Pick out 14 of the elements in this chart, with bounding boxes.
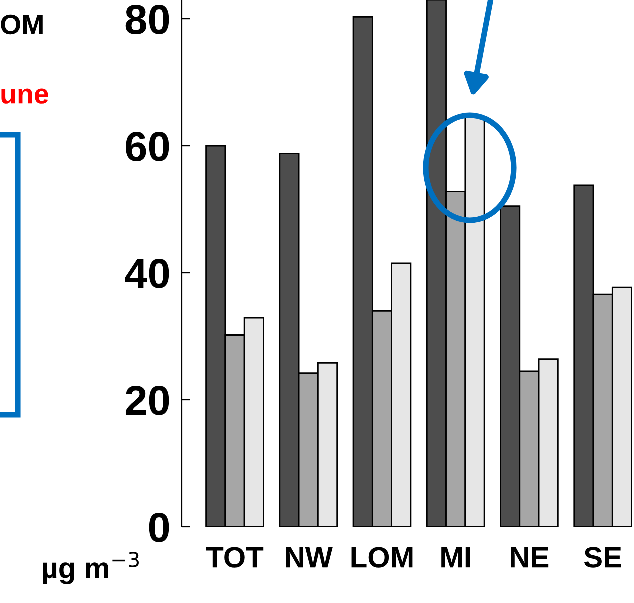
x-tick-label: SE	[584, 547, 622, 568]
x-tick-label: NW	[286, 548, 333, 568]
x-tick-label: LOM	[352, 547, 413, 568]
y-tick-label: 0	[149, 513, 170, 543]
y-tick-label: 40	[125, 259, 170, 289]
x-tick-label: TOT	[206, 547, 264, 568]
y-tick-label: 80	[126, 5, 170, 35]
x-tick-label: MI	[442, 548, 470, 568]
y-tick-label: 60	[126, 132, 170, 162]
y-tick-label: 20	[126, 386, 170, 416]
text: une	[2, 88, 48, 104]
x-tick-label: NE	[511, 548, 549, 568]
y-axis-title: µg m$^{−3}$	[43, 552, 139, 585]
text: OM	[1, 14, 43, 35]
